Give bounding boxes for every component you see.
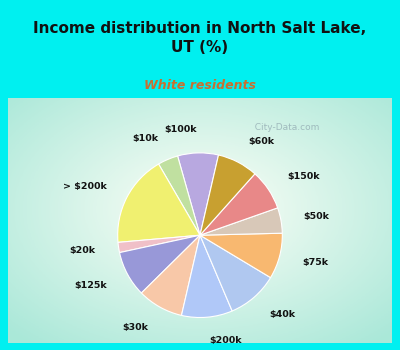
Text: $10k: $10k [133, 134, 159, 143]
Text: $30k: $30k [122, 323, 148, 332]
Wedge shape [141, 235, 200, 315]
Text: $150k: $150k [288, 172, 320, 181]
Text: > $200k: > $200k [62, 182, 106, 191]
Text: $125k: $125k [74, 281, 107, 290]
Text: City-Data.com: City-Data.com [249, 123, 320, 132]
Text: White residents: White residents [144, 79, 256, 92]
Wedge shape [178, 153, 218, 235]
Wedge shape [200, 235, 270, 311]
Wedge shape [120, 235, 200, 293]
Wedge shape [200, 155, 255, 235]
Text: $20k: $20k [70, 246, 96, 256]
Wedge shape [200, 208, 282, 235]
Text: $50k: $50k [304, 212, 330, 221]
Wedge shape [118, 235, 200, 253]
Wedge shape [158, 156, 200, 235]
Wedge shape [200, 233, 282, 278]
Text: Income distribution in North Salt Lake,
UT (%): Income distribution in North Salt Lake, … [33, 21, 367, 55]
Wedge shape [200, 174, 278, 235]
Wedge shape [118, 164, 200, 242]
Text: $100k: $100k [165, 125, 198, 134]
Text: $75k: $75k [302, 258, 328, 267]
Text: $200k: $200k [209, 336, 242, 345]
Text: $60k: $60k [248, 137, 275, 146]
Wedge shape [182, 235, 232, 317]
Text: $40k: $40k [269, 310, 295, 319]
